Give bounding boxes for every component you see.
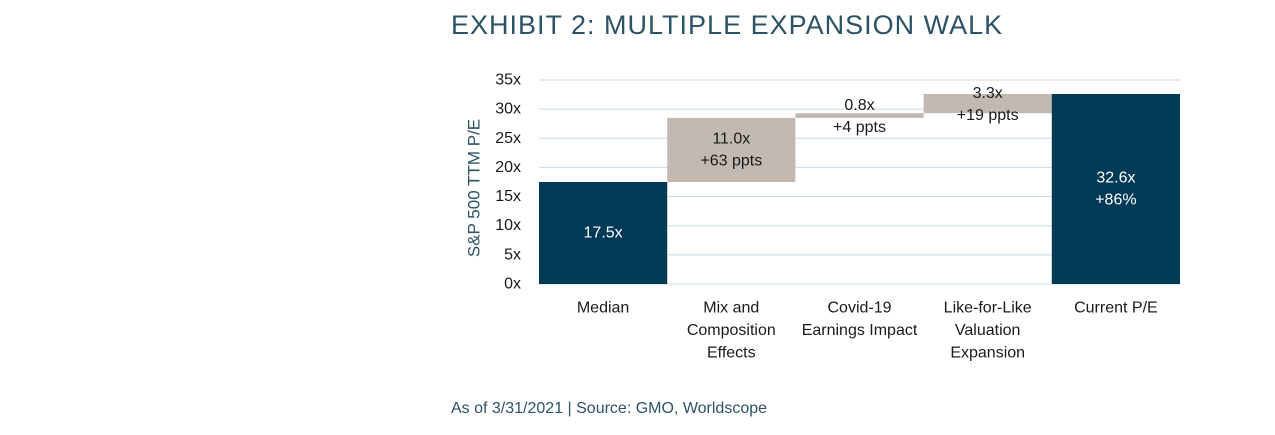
data-label: 0.8x — [844, 97, 874, 114]
category-label: Like-for-Like — [944, 300, 1032, 317]
data-label: +19 ppts — [957, 107, 1019, 124]
delta-bar — [795, 113, 924, 118]
data-label: 3.3x — [973, 85, 1003, 102]
data-label: +4 ppts — [833, 119, 886, 136]
data-label: 11.0x — [712, 130, 750, 147]
y-tick-label: 20x — [495, 159, 521, 176]
data-label: 32.6x — [1096, 169, 1135, 186]
category-label: Expansion — [950, 345, 1025, 362]
data-label: 17.5x — [584, 225, 623, 242]
category-label: Composition — [687, 322, 776, 339]
total-bar — [1051, 93, 1180, 284]
delta-bar — [923, 93, 1052, 114]
y-tick-label: 10x — [495, 217, 521, 234]
waterfall-chart: 0x 5x 10x 15x 20x 25x 30x 35x 17.5x 11.0x +63 ppt… — [465, 72, 1180, 362]
data-label: +86% — [1095, 191, 1136, 208]
y-tick-label: 35x — [495, 72, 521, 89]
category-label: Earnings Impact — [802, 322, 918, 339]
delta-bar — [667, 117, 796, 182]
category-label: Median — [577, 300, 629, 317]
y-axis-ticks: 0x 5x 10x 15x 20x 25x 30x 35x — [495, 72, 521, 293]
category-label: Current P/E — [1074, 300, 1158, 317]
y-tick-label: 30x — [495, 101, 521, 118]
chart-title: EXHIBIT 2: MULTIPLE EXPANSION WALK — [451, 10, 1004, 40]
bars — [539, 93, 1180, 284]
category-label: Covid-19 — [827, 300, 891, 317]
category-label: Effects — [707, 345, 756, 362]
source-note: As of 3/31/2021 | Source: GMO, Worldscop… — [451, 400, 768, 417]
bar-labels: 17.5x 11.0x +63 ppts 0.8x +4 ppts 3.3x +19 ppt… — [584, 85, 1137, 241]
category-label: Valuation — [955, 322, 1021, 339]
y-tick-label: 15x — [495, 188, 521, 205]
y-tick-label: 25x — [495, 130, 521, 147]
category-label: Mix and — [703, 300, 759, 317]
x-axis-labels: Median Mix and Composition Effects Covid-19 E… — [577, 300, 1158, 362]
y-tick-label: 0x — [504, 276, 521, 293]
y-tick-label: 5x — [504, 246, 521, 263]
total-bar — [539, 182, 668, 284]
y-axis-label: S&P 500 TTM P/E — [465, 119, 484, 257]
data-label: +63 ppts — [700, 152, 762, 169]
